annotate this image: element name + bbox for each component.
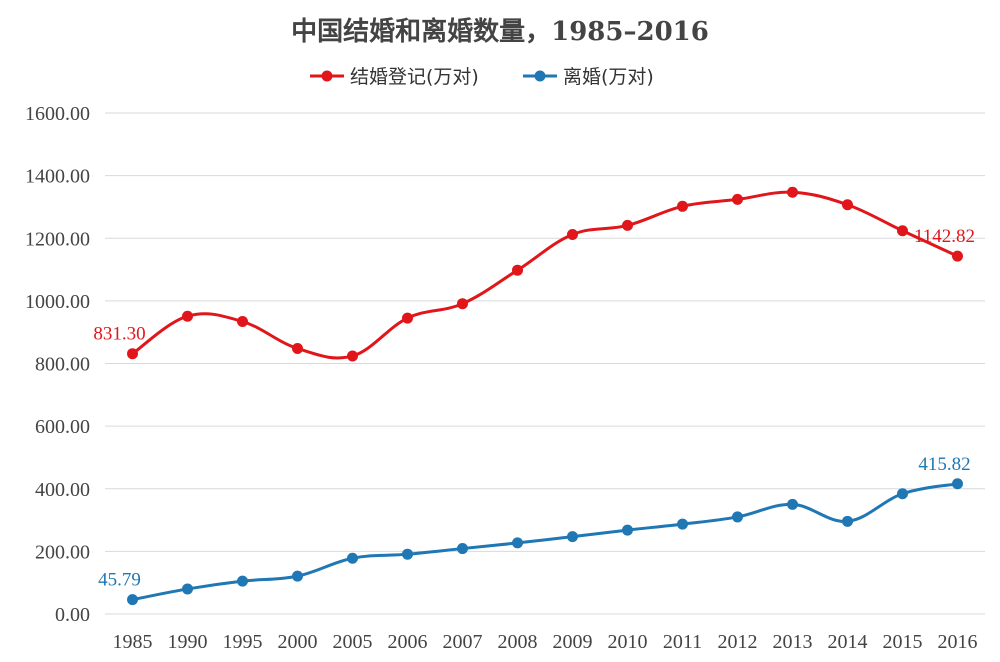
data-point bbox=[842, 515, 853, 527]
legend-label: 离婚(万对) bbox=[563, 66, 654, 88]
data-point bbox=[347, 350, 358, 362]
x-tick-label: 2013 bbox=[773, 631, 813, 653]
data-point bbox=[567, 228, 578, 240]
x-tick-label: 2015 bbox=[883, 631, 923, 653]
x-tick-label: 2008 bbox=[498, 631, 538, 653]
x-tick-label: 1995 bbox=[223, 631, 263, 653]
data-labels: 831.30 1142.82 45.79 415.82 bbox=[93, 226, 975, 591]
x-axis: 1985 1990 1995 2000 2005 2006 2007 2008 2009 2010… bbox=[113, 631, 978, 653]
data-point bbox=[402, 548, 413, 560]
y-tick-label: 200.00 bbox=[35, 541, 90, 563]
series-group bbox=[127, 186, 963, 606]
data-point bbox=[622, 524, 633, 536]
data-point bbox=[567, 531, 578, 543]
y-tick-label: 1000.00 bbox=[25, 291, 90, 313]
data-point bbox=[732, 193, 743, 205]
data-point bbox=[512, 537, 523, 549]
data-point bbox=[787, 186, 798, 198]
y-tick-label: 1200.00 bbox=[25, 228, 90, 250]
y-tick-label: 1600.00 bbox=[25, 103, 90, 125]
x-tick-label: 2007 bbox=[443, 631, 483, 653]
data-point bbox=[787, 498, 798, 510]
legend-marker bbox=[321, 70, 333, 82]
x-tick-label: 2010 bbox=[608, 631, 648, 653]
x-tick-label: 2009 bbox=[553, 631, 593, 653]
series-line bbox=[132, 482, 958, 602]
data-point bbox=[292, 342, 303, 354]
data-label: 831.30 bbox=[93, 324, 145, 345]
gridlines bbox=[105, 112, 985, 615]
x-tick-label: 1990 bbox=[168, 631, 208, 653]
data-point bbox=[457, 298, 468, 310]
x-tick-label: 2012 bbox=[718, 631, 758, 653]
data-point bbox=[512, 264, 523, 276]
y-tick-label: 400.00 bbox=[35, 479, 90, 501]
x-tick-label: 2011 bbox=[663, 631, 702, 653]
legend-marker bbox=[534, 70, 546, 82]
legend: 结婚登记(万对) 离婚(万对) bbox=[310, 66, 654, 88]
series-line bbox=[131, 190, 959, 360]
data-point bbox=[622, 219, 633, 231]
y-tick-label: 0.00 bbox=[55, 604, 90, 626]
chart-title: 中国结婚和离婚数量，1985–2016 bbox=[291, 16, 709, 47]
data-point bbox=[127, 348, 138, 360]
data-point bbox=[677, 518, 688, 530]
data-point bbox=[292, 570, 303, 582]
data-point bbox=[732, 511, 743, 523]
data-point bbox=[237, 316, 248, 328]
data-point bbox=[457, 543, 468, 555]
data-label: 1142.82 bbox=[914, 226, 975, 247]
x-tick-label: 2014 bbox=[828, 631, 868, 653]
y-tick-label: 1400.00 bbox=[25, 166, 90, 188]
data-point bbox=[897, 488, 908, 500]
data-point bbox=[182, 583, 193, 595]
x-tick-label: 2000 bbox=[278, 631, 318, 653]
y-tick-label: 800.00 bbox=[35, 354, 90, 376]
data-point bbox=[952, 478, 963, 490]
x-tick-label: 2006 bbox=[388, 631, 428, 653]
legend-label: 结婚登记(万对) bbox=[350, 66, 479, 88]
y-tick-label: 600.00 bbox=[35, 416, 90, 438]
data-label: 415.82 bbox=[918, 454, 970, 475]
data-point bbox=[952, 250, 963, 262]
data-point bbox=[237, 575, 248, 587]
data-point bbox=[897, 225, 908, 237]
x-tick-label: 2016 bbox=[938, 631, 978, 653]
x-tick-label: 2005 bbox=[333, 631, 373, 653]
data-point bbox=[842, 199, 853, 211]
x-tick-label: 1985 bbox=[113, 631, 153, 653]
data-point bbox=[127, 594, 138, 606]
data-point bbox=[182, 310, 193, 322]
data-point bbox=[677, 200, 688, 212]
y-axis: 0.00 200.00 400.00 600.00 800.00 1000.00 1200.… bbox=[25, 103, 90, 626]
data-point bbox=[402, 312, 413, 324]
data-point bbox=[347, 552, 358, 564]
data-label: 45.79 bbox=[98, 570, 141, 591]
